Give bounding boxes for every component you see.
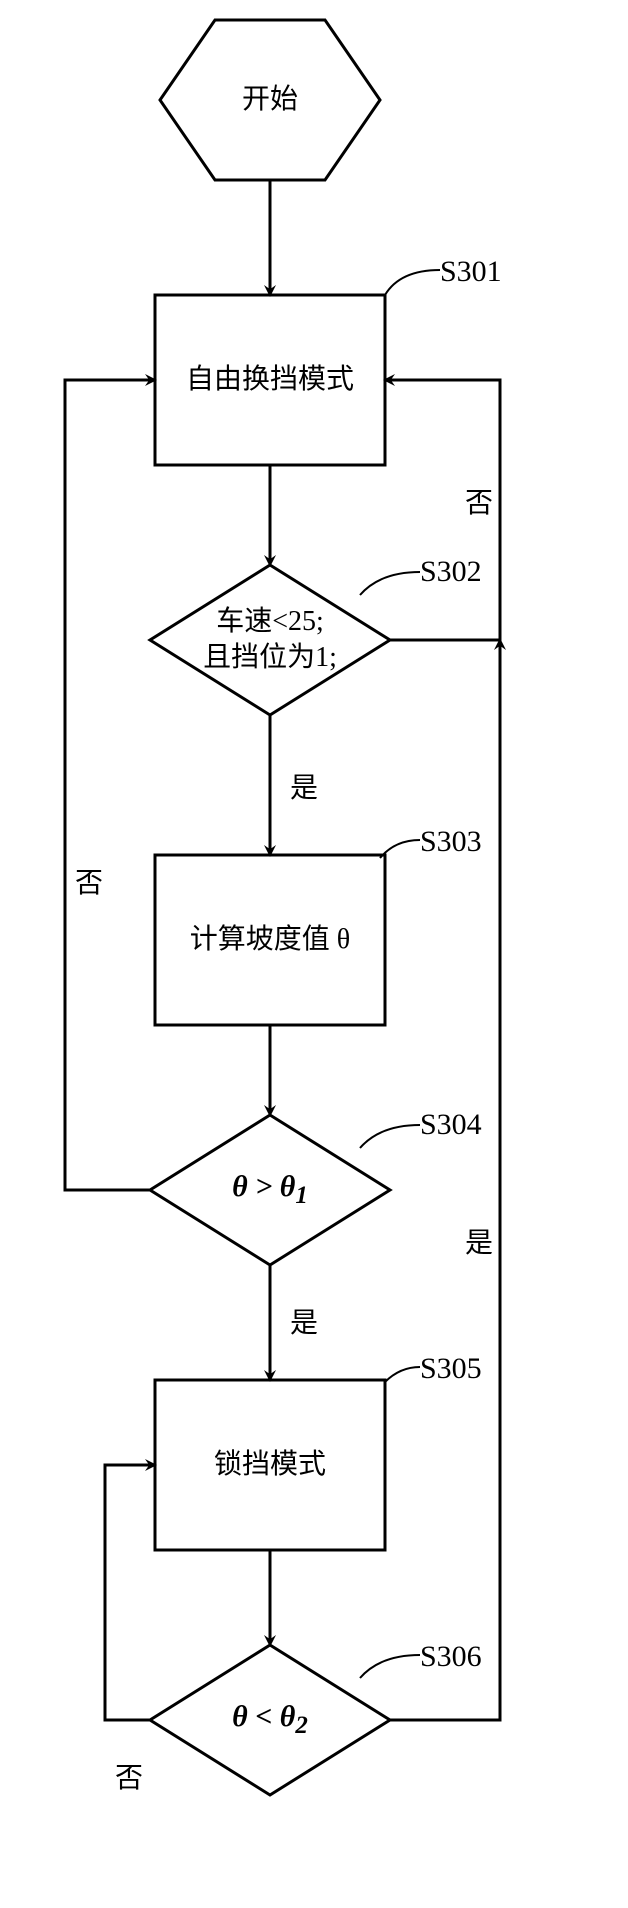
node-label-s302: 车速<25; 且挡位为1;	[150, 565, 390, 715]
callout-s301	[385, 270, 440, 295]
edge-label-s306_right_yes: 是	[465, 1226, 493, 1262]
node-label-s306: θ < θ2	[150, 1645, 390, 1795]
step-label-s301: S301	[440, 255, 502, 289]
step-label-s305: S305	[420, 1352, 482, 1386]
node-label-start: 开始	[160, 20, 380, 180]
step-label-s302: S302	[420, 555, 482, 589]
edge-s306_left_no-s305_left	[105, 1465, 155, 1720]
node-label-s303: 计算坡度值 θ	[155, 855, 385, 1025]
node-label-s305: 锁挡模式	[155, 1380, 385, 1550]
node-label-s301: 自由换挡模式	[155, 295, 385, 465]
edge-label-s304_left_no: 否	[75, 866, 103, 902]
edge-label-s302_right_no: 否	[465, 486, 493, 522]
node-label-s304: θ > θ1	[150, 1115, 390, 1265]
flowchart-canvas: 开始自由换挡模式车速<25; 且挡位为1; 计算坡度值 θ θ > θ1 锁挡模式 θ …	[0, 0, 628, 1908]
step-label-s304: S304	[420, 1108, 482, 1142]
step-label-s306: S306	[420, 1640, 482, 1674]
edge-label-s302_bottom: 是	[290, 771, 318, 807]
edge-s306_right_yes-s302_right_join	[390, 640, 500, 1720]
callout-s305	[385, 1367, 420, 1382]
edge-label-s306_left_no: 否	[115, 1761, 143, 1797]
edge-label-s304_bottom: 是	[290, 1306, 318, 1342]
step-label-s303: S303	[420, 825, 482, 859]
edge-s304_left_no-s301_left	[65, 380, 155, 1190]
